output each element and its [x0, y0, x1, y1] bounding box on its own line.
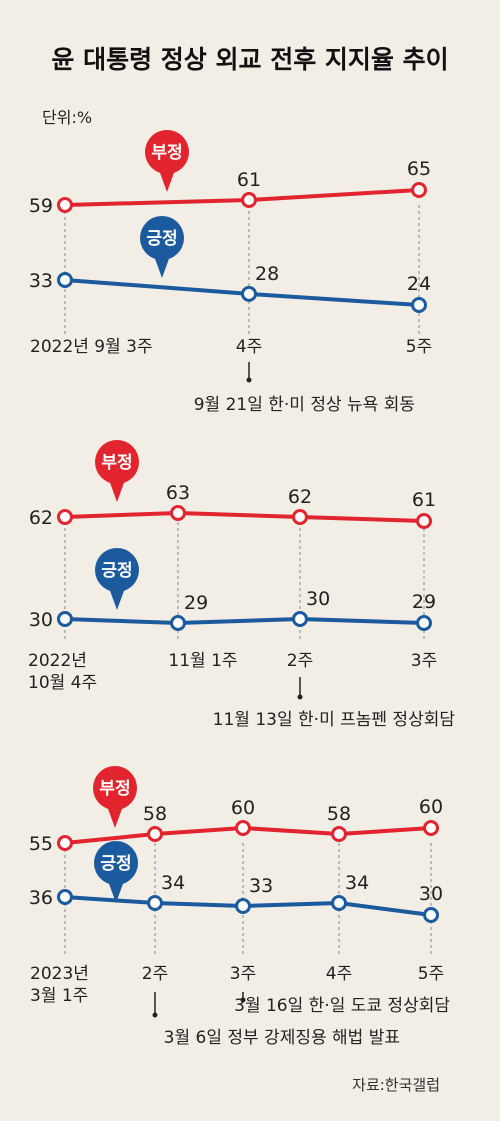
panel2-positive-value-2: 29	[184, 592, 208, 614]
panel2-negative-point-1	[57, 509, 73, 525]
panel2-negative-value-3: 62	[288, 486, 312, 508]
panel3-positive-point-5	[423, 907, 439, 923]
panel3-negative-point-3	[235, 820, 251, 836]
panel3-negative-badge-text: 부정	[99, 779, 130, 799]
panel3-x-label-4: 4주	[326, 964, 352, 984]
panel3-negative-badge-pointer	[107, 806, 123, 828]
panel2-negative-value-2: 63	[166, 482, 190, 504]
panel1-negative-value-1: 59	[29, 195, 53, 217]
panel2-negative-value-4: 61	[412, 489, 436, 511]
panel3-positive-badge-circle	[94, 841, 138, 885]
panel2-negative-line	[64, 511, 425, 523]
unit-label: 단위:%	[42, 108, 92, 127]
panel3-positive-point-4	[331, 895, 347, 911]
panel3-positive-value-3: 33	[249, 875, 273, 897]
panel3-x-label-5: 5주	[418, 964, 444, 984]
panel1-x-label-3: 5주	[406, 337, 432, 357]
panel2-positive-value-4: 29	[412, 591, 436, 613]
panel3-positive-point-2	[147, 895, 163, 911]
panel3-annotation-1: 3월 16일 한·일 도쿄 정상회담	[234, 996, 450, 1016]
panel2-positive-value-1: 30	[29, 609, 53, 631]
panel1-x-label-2: 4주	[236, 337, 262, 357]
panel3-positive-value-1: 36	[29, 887, 53, 909]
panel2-negative-point-2	[170, 505, 186, 521]
panel2-positive-point-3	[292, 611, 308, 627]
panel3-positive-value-5: 30	[419, 883, 443, 905]
panel1-negative-value-3: 65	[407, 158, 431, 180]
panel1-annotation-dot-1	[246, 377, 252, 383]
panel2-negative-badge-circle	[95, 440, 139, 484]
panel1-negative-point-1	[57, 197, 73, 213]
panel2-negative-point-4	[416, 513, 432, 529]
panel3-positive-point-3	[235, 898, 251, 914]
chart-title: 윤 대통령 정상 외교 전후 지지율 추이	[51, 45, 448, 74]
panel3-positive-value-4: 34	[345, 872, 369, 894]
panel1-negative-point-2	[241, 192, 257, 208]
source-label: 자료:한국갤럽	[352, 1076, 440, 1094]
panel2-negative-badge-text: 부정	[101, 453, 132, 473]
panel3-negative-value-3: 60	[231, 797, 255, 819]
panel2-annotation-1: 11월 13일 한·미 프놈펜 정상회담	[213, 710, 456, 730]
panel3-positive-value-2: 34	[161, 872, 185, 894]
panel2-x-label-3: 2주	[287, 651, 313, 671]
panel3-negative-point-5	[423, 820, 439, 836]
panel1-positive-point-1	[57, 272, 73, 288]
panel2-positive-badge-pointer	[109, 588, 125, 610]
panel3-negative-point-4	[331, 826, 347, 842]
panel3-positive-badge-text: 긍정	[100, 854, 131, 874]
panel3-negative-value-5: 60	[419, 796, 443, 818]
panel3-negative-value-4: 58	[327, 803, 351, 825]
panel3-negative-badge-circle	[93, 766, 137, 810]
panel2-positive-point-4	[416, 615, 432, 631]
panel3-positive-badge: 긍정	[94, 841, 138, 903]
panel3-annotation-dot-2	[152, 1012, 158, 1018]
panel1-negative-badge-circle	[145, 130, 189, 174]
panel1-negative-badge: 부정	[145, 130, 189, 192]
panel3-annotation-2: 3월 6일 정부 강제징용 해법 발표	[164, 1028, 400, 1048]
panel3-negative-value-1: 55	[29, 833, 53, 855]
panel1-positive-badge-pointer	[154, 256, 170, 278]
panel2-positive-point-2	[170, 615, 186, 631]
panel2-positive-point-1	[57, 611, 73, 627]
panel1-positive-point-2	[241, 285, 257, 302]
panel2-x-label-1: 2022년 10월 4주	[28, 651, 97, 693]
panel2-x-label-4: 3주	[411, 651, 437, 671]
panel3-negative-badge: 부정	[93, 766, 137, 828]
panel2-x-label-2: 11월 1주	[168, 651, 237, 671]
panel1-negative-badge-pointer	[159, 170, 175, 192]
panel2-annotation-dot-1	[297, 694, 303, 700]
panel1-annotation-1: 9월 21일 한·미 정상 뉴욕 회동	[194, 395, 415, 415]
panel2-negative-point-3	[292, 509, 308, 525]
panel3-positive-badge-pointer	[108, 881, 124, 903]
panel2-negative-value-1: 62	[29, 507, 53, 529]
panel1-positive-value-3: 24	[407, 273, 431, 295]
panel1-positive-point-3	[411, 297, 427, 313]
panel1-positive-badge: 긍정	[140, 216, 184, 278]
panel3-negative-point-2	[147, 826, 163, 842]
panel1-positive-badge-text: 긍정	[146, 229, 177, 249]
panel2-positive-badge-text: 긍정	[101, 561, 132, 581]
panel1-negative-badge-text: 부정	[151, 143, 182, 163]
panel1-negative-value-2: 61	[237, 169, 261, 191]
panel3-x-label-3: 3주	[230, 964, 256, 984]
panel2-negative-badge-pointer	[109, 480, 125, 502]
panel3-x-label-1: 2023년 3월 1주	[30, 964, 89, 1006]
panel3-negative-value-2: 58	[143, 803, 167, 825]
panel1-negative-point-3	[411, 182, 427, 198]
panel3-x-label-2: 2주	[142, 964, 168, 984]
panel3-annotation-dot-1	[240, 997, 246, 1003]
panel2-negative-badge: 부정	[95, 440, 139, 502]
panel1-x-label-1: 2022년 9월 3주	[30, 337, 153, 357]
panel2-positive-value-3: 30	[306, 588, 330, 610]
panel1-positive-value-2: 28	[255, 263, 279, 285]
panel1-positive-badge-circle	[140, 216, 184, 260]
panel3-negative-point-1	[57, 835, 73, 851]
panel2-positive-badge: 긍정	[95, 548, 139, 610]
panel3-positive-point-1	[57, 889, 73, 905]
panel1-positive-value-1: 33	[29, 270, 53, 292]
panel2-positive-line	[64, 617, 425, 625]
panel2-positive-badge-circle	[95, 548, 139, 592]
